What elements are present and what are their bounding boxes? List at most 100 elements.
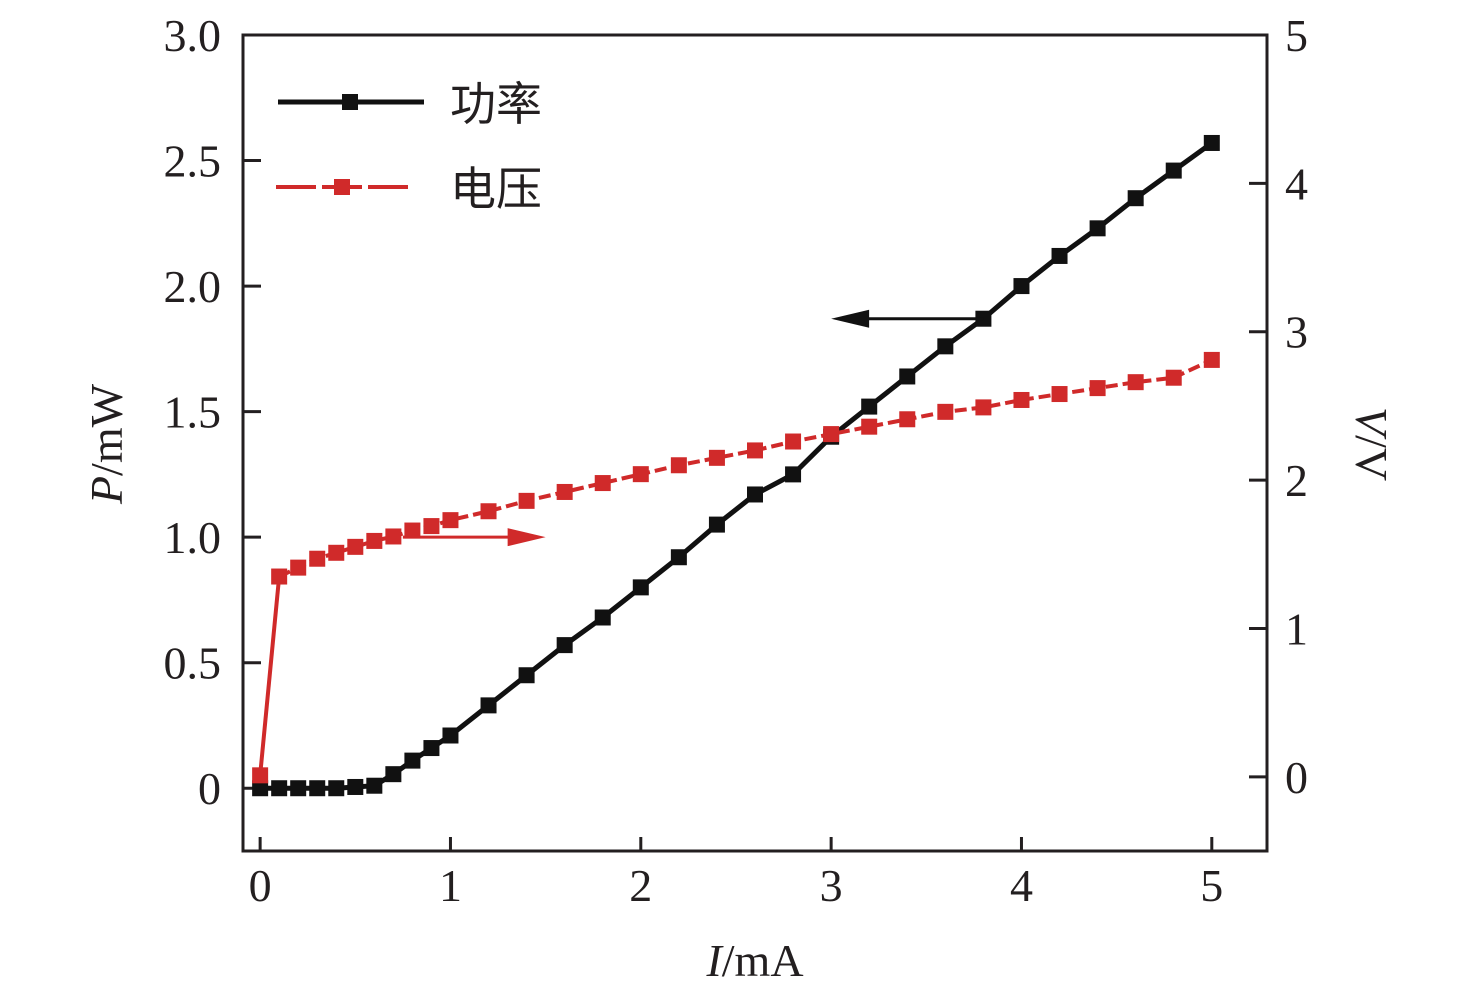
voltage-point [861, 418, 878, 435]
voltage-point [423, 518, 440, 535]
voltage-point [899, 411, 916, 428]
x-tick-label: 1 [439, 860, 462, 911]
power-series-line [260, 140, 1214, 791]
voltage-point [347, 538, 364, 555]
arrow-head [507, 528, 546, 547]
voltage-point [556, 483, 573, 500]
power-point [1127, 190, 1144, 207]
y-left-tick-label: 0 [198, 763, 221, 814]
voltage-point [309, 550, 326, 567]
power-point [1165, 162, 1182, 179]
power-point [518, 667, 535, 684]
power-point [556, 637, 573, 654]
voltage-point [385, 528, 402, 545]
y-right-tick-label: 5 [1285, 10, 1308, 61]
y-right-tick-label: 2 [1285, 455, 1308, 506]
voltage-point [708, 449, 725, 466]
power-point [290, 780, 307, 797]
voltage-series-line [278, 358, 1213, 579]
voltage-point [480, 503, 497, 520]
y-right-tick-label: 4 [1285, 158, 1308, 209]
voltage-point [632, 466, 649, 483]
y-right-tick-label: 3 [1285, 307, 1308, 358]
power-point [1089, 220, 1106, 237]
power-point [785, 466, 802, 483]
y-left-tick-label: 2.0 [164, 261, 222, 312]
voltage-point [404, 522, 421, 539]
y-right-tick-label: 0 [1285, 752, 1308, 803]
power-point [747, 486, 763, 503]
legend-voltage-marker [334, 179, 350, 195]
voltage-point [747, 442, 763, 459]
power-point [1203, 134, 1220, 151]
voltage-point [518, 492, 535, 509]
x-tick-label: 3 [820, 860, 843, 911]
y-left-tick-label: 0.5 [164, 638, 222, 689]
voltage-point [290, 559, 307, 576]
y-left-label-var: P [81, 476, 132, 505]
y-right-axis-label: V/V [1346, 407, 1397, 481]
power-point [423, 740, 440, 757]
voltage-point [785, 433, 802, 450]
voltage-point [328, 544, 345, 561]
legend-power-label: 功率 [450, 79, 542, 130]
voltage-point [823, 426, 840, 443]
voltage-point [1089, 380, 1106, 397]
power-point [252, 780, 269, 797]
power-point [328, 780, 345, 797]
voltage-point [1051, 386, 1068, 403]
legend-power-marker [342, 94, 358, 110]
power-point [937, 338, 954, 355]
voltage-point [975, 399, 992, 416]
power-point [861, 398, 878, 415]
y-right-label-var: V [1346, 407, 1397, 440]
y-left-tick-label: 2.5 [164, 136, 222, 187]
power-point [899, 368, 916, 385]
voltage-point [442, 512, 459, 529]
voltage-point [937, 403, 954, 420]
x-tick-label: 0 [249, 860, 272, 911]
voltage-point [252, 767, 269, 784]
voltage-series-line-start [258, 576, 282, 776]
power-point [708, 516, 725, 533]
y-left-label-unit: /mW [81, 383, 132, 476]
power-point [366, 777, 383, 794]
x-tick-label: 2 [629, 860, 652, 911]
y-left-tick-label: 3.0 [164, 10, 222, 61]
x-tick-label: 4 [1010, 860, 1033, 911]
y-left-axis-label: P/mW [81, 383, 132, 505]
power-point [271, 780, 288, 797]
power-point [404, 752, 421, 769]
voltage-point [594, 475, 611, 492]
power-point [594, 609, 611, 626]
axis-ticks: 0 1 2 3 4 5 0 0.5 1.0 1.5 2.0 2.5 3.0 0 1 2 3 4 5 [164, 10, 1309, 911]
y-left-tick-label: 1.5 [164, 387, 222, 438]
voltage-point [366, 532, 383, 549]
power-point [632, 579, 649, 596]
x-axis-label-unit: /mA [722, 935, 804, 986]
power-point [1013, 278, 1030, 295]
voltage-point [670, 457, 687, 474]
series-layer [252, 134, 1220, 797]
plot-frame [241, 33, 1269, 853]
power-point [309, 780, 326, 797]
x-axis-label-var: I [705, 935, 724, 986]
power-point [385, 766, 402, 783]
arrow-head [831, 309, 870, 328]
voltage-point [1127, 374, 1144, 391]
x-tick-label: 5 [1200, 860, 1223, 911]
y-right-tick-label: 1 [1285, 603, 1308, 654]
y-left-tick-label: 1.0 [164, 512, 222, 563]
power-point [480, 697, 497, 714]
voltage-point [1013, 391, 1030, 408]
power-point [442, 727, 459, 744]
legend-voltage-label: 电压 [450, 164, 542, 215]
voltage-point [271, 568, 288, 585]
voltage-point [1165, 369, 1182, 386]
power-point [347, 778, 364, 795]
power-point [1051, 247, 1068, 264]
power-point [670, 549, 687, 566]
y-right-label-unit: /V [1346, 435, 1397, 481]
voltage-point [1203, 351, 1220, 368]
